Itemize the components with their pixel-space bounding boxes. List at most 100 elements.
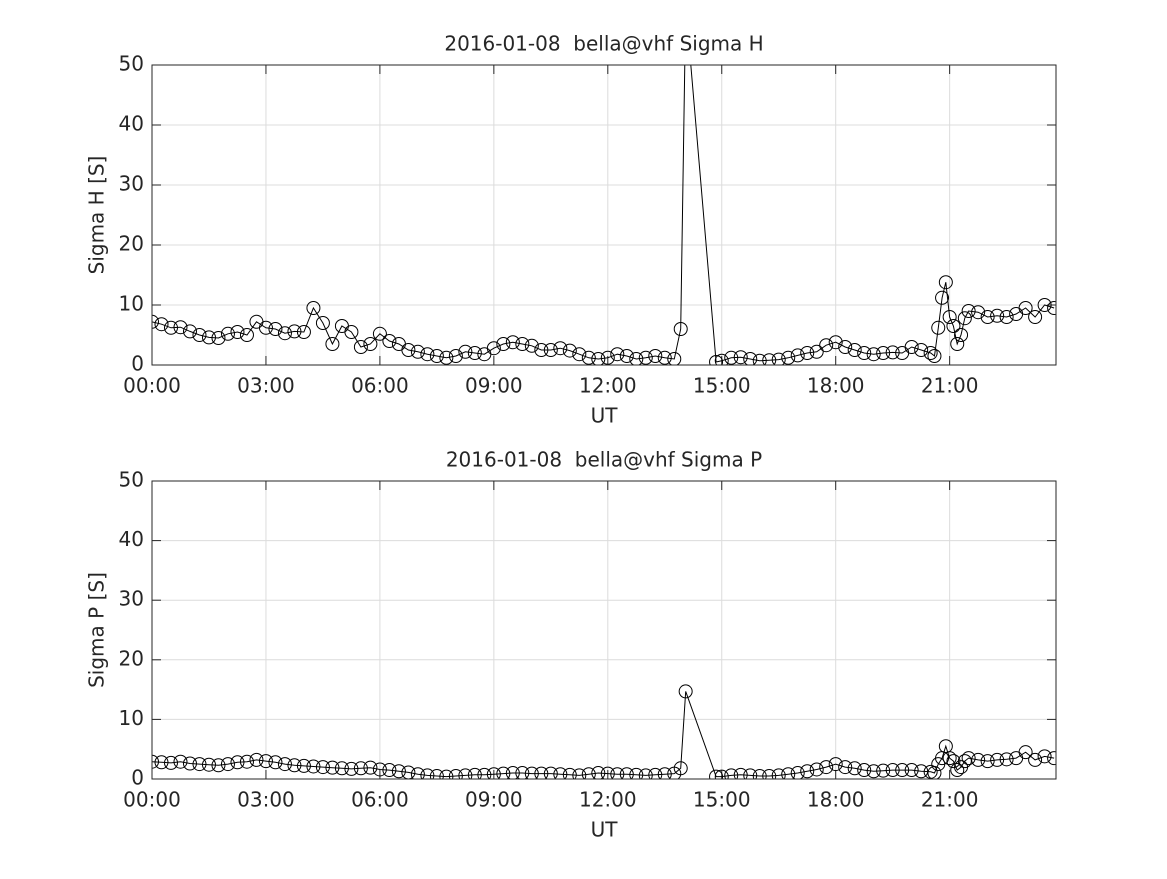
data-marker xyxy=(950,763,965,778)
data-marker xyxy=(638,350,653,365)
data-marker xyxy=(724,350,739,365)
data-marker xyxy=(372,326,387,341)
data-marker xyxy=(420,768,435,779)
data-marker xyxy=(553,767,568,779)
data-marker xyxy=(230,325,245,339)
data-marker xyxy=(938,275,953,290)
data-marker xyxy=(211,331,226,345)
x-tick-label: 21:00 xyxy=(921,788,979,812)
data-marker xyxy=(458,768,473,779)
data-marker xyxy=(334,761,349,776)
x-tick-label: 09:00 xyxy=(465,788,523,812)
data-marker xyxy=(733,350,748,365)
data-marker xyxy=(838,760,853,775)
data-marker xyxy=(1018,745,1033,760)
data-marker xyxy=(927,349,942,363)
data-marker xyxy=(562,343,577,358)
x-tick-label: 18:00 xyxy=(807,788,865,812)
data-marker xyxy=(581,767,596,779)
data-marker xyxy=(866,764,881,779)
data-marker xyxy=(950,337,965,351)
x-axis-label: UT xyxy=(591,404,619,428)
data-marker xyxy=(287,758,302,773)
data-marker xyxy=(296,758,311,773)
data-marker xyxy=(931,320,946,335)
data-marker xyxy=(152,314,159,329)
data-marker xyxy=(942,310,957,324)
data-marker xyxy=(543,766,558,779)
data-marker xyxy=(667,352,682,365)
data-marker xyxy=(847,343,862,357)
data-marker xyxy=(673,761,688,776)
data-marker xyxy=(306,759,321,774)
data-marker xyxy=(496,337,511,351)
data-marker xyxy=(781,767,796,779)
y-tick-label: 10 xyxy=(119,292,144,316)
data-marker xyxy=(1037,749,1052,764)
data-marker xyxy=(743,352,758,365)
y-tick-label: 50 xyxy=(119,52,144,76)
data-marker xyxy=(524,338,539,353)
x-tick-label: 06:00 xyxy=(351,788,409,812)
data-marker xyxy=(914,343,929,357)
data-marker xyxy=(866,347,881,362)
data-marker xyxy=(657,767,672,779)
axes-box xyxy=(151,64,1057,366)
data-marker xyxy=(678,684,693,699)
plot-area xyxy=(152,481,1056,779)
data-marker xyxy=(429,349,444,363)
data-marker xyxy=(999,310,1014,324)
x-tick-label: 21:00 xyxy=(921,374,979,398)
data-marker xyxy=(154,755,169,770)
data-marker xyxy=(809,762,824,777)
data-marker xyxy=(927,766,942,779)
data-marker xyxy=(610,347,625,362)
data-marker xyxy=(752,769,767,779)
data-marker xyxy=(714,769,729,779)
data-marker xyxy=(1037,298,1052,312)
data-marker xyxy=(990,308,1005,323)
data-marker xyxy=(239,328,254,342)
data-marker xyxy=(923,346,938,360)
data-marker xyxy=(857,346,872,360)
data-marker xyxy=(182,324,197,339)
data-marker xyxy=(382,763,397,778)
x-tick-label: 06:00 xyxy=(351,374,409,398)
data-marker xyxy=(771,352,786,365)
data-marker xyxy=(467,346,482,360)
data-marker xyxy=(562,767,577,779)
y-axis-label: Sigma H [S] xyxy=(85,156,109,275)
chart-title: 2016-01-08 bella@vhf Sigma H xyxy=(444,32,763,56)
subplot: 0 10 20 30 40 50 00:00 03:00 06:00 09:00 12:00 15:0… xyxy=(85,32,1057,428)
data-marker xyxy=(173,320,188,335)
data-marker xyxy=(591,352,606,365)
plot-area xyxy=(152,65,1056,365)
x-tick-label: 12:00 xyxy=(579,788,637,812)
data-marker xyxy=(524,766,539,779)
data-marker xyxy=(515,766,530,779)
chart-title: 2016-01-08 bella@vhf Sigma P xyxy=(446,448,762,472)
data-marker xyxy=(163,320,178,335)
data-marker xyxy=(904,763,919,778)
data-marker xyxy=(315,316,330,330)
data-marker xyxy=(954,328,969,342)
data-marker xyxy=(534,766,549,779)
data-marker xyxy=(971,305,986,320)
data-marker xyxy=(505,766,520,779)
data-marker xyxy=(673,322,688,336)
axes-box xyxy=(151,480,1057,780)
data-marker xyxy=(230,755,245,770)
data-marker xyxy=(619,349,634,363)
data-marker xyxy=(268,755,283,770)
data-marker xyxy=(325,337,340,351)
data-marker xyxy=(847,761,862,776)
data-marker xyxy=(600,350,615,365)
data-marker xyxy=(296,325,311,339)
data-marker xyxy=(638,768,653,779)
data-marker xyxy=(505,335,520,350)
data-marker xyxy=(182,756,197,771)
data-marker xyxy=(1018,301,1033,315)
data-marker xyxy=(277,757,292,772)
data-marker xyxy=(467,767,482,779)
data-marker xyxy=(249,752,264,767)
